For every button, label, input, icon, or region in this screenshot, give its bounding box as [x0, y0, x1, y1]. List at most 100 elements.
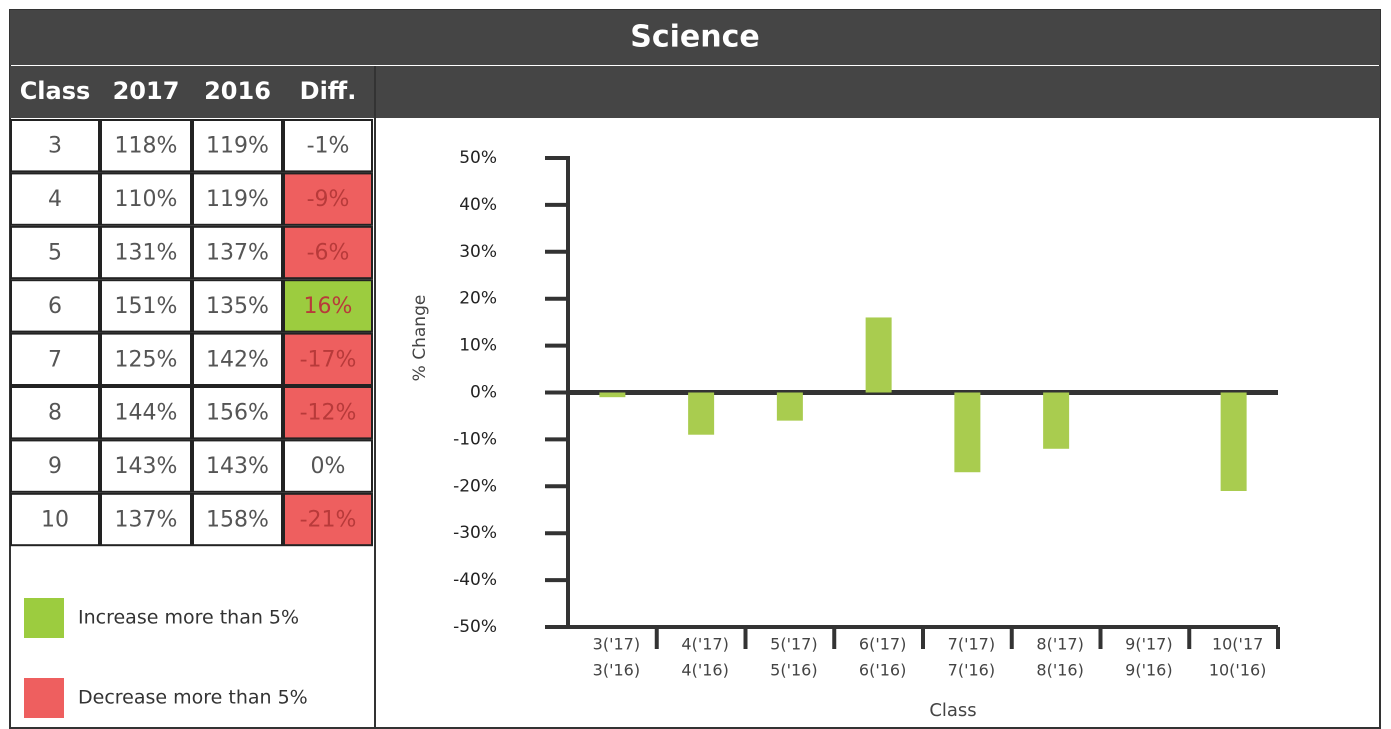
cell-text: -21% — [300, 508, 357, 533]
y-tick-label: 10% — [459, 336, 497, 356]
table-cell — [100, 119, 192, 173]
table-cell — [10, 386, 100, 440]
bar — [599, 392, 626, 398]
cell-text: 3 — [48, 134, 62, 159]
x-tick-label: 10('16) — [1209, 661, 1267, 680]
cell-text: 119% — [206, 187, 269, 212]
table-header: 2016 — [204, 77, 271, 105]
x-tick-label: 3('17) — [593, 635, 640, 654]
bar — [954, 392, 981, 473]
table-cell — [100, 225, 192, 280]
y-tick-label: 0% — [470, 383, 497, 403]
x-tick-label: 4('16) — [681, 661, 728, 680]
y-axis-label: % Change — [410, 295, 430, 382]
bar — [688, 392, 715, 435]
table-header: Class — [20, 77, 91, 105]
table-header: 2017 — [113, 77, 180, 105]
cell-text: 135% — [206, 294, 269, 319]
y-tick-label: -30% — [453, 523, 497, 543]
table-cell — [100, 492, 192, 547]
x-tick-label: 8('17) — [1036, 635, 1083, 654]
x-tick-label: 10('17 — [1212, 635, 1263, 654]
y-tick-label: 30% — [459, 242, 497, 262]
table-cell — [100, 279, 192, 333]
x-tick-label: 5('16) — [770, 661, 817, 680]
cell-text: 16% — [304, 294, 353, 319]
cell-text: 119% — [206, 134, 269, 159]
legend-swatch — [24, 598, 64, 638]
table-cell — [10, 119, 100, 173]
table-cell — [192, 492, 283, 547]
x-tick-label: 7('16) — [948, 661, 995, 680]
y-tick-label: 50% — [459, 148, 497, 168]
x-tick-label: 7('17) — [948, 635, 995, 654]
x-tick-label: 6('17) — [859, 635, 906, 654]
table-cell — [192, 386, 283, 440]
table-cell — [10, 492, 100, 547]
y-tick-label: 40% — [459, 195, 497, 215]
cell-text: -9% — [307, 187, 350, 212]
table-cell — [192, 332, 283, 387]
y-tick-label: -50% — [453, 617, 497, 637]
bar — [865, 317, 892, 393]
table-cell — [283, 225, 373, 280]
table-cell — [10, 332, 100, 387]
cell-text: 9 — [48, 454, 62, 479]
table-cell — [10, 225, 100, 280]
cell-text: 10 — [41, 508, 69, 533]
y-tick-label: -40% — [453, 570, 497, 590]
bar — [1043, 392, 1070, 449]
cell-text: 156% — [206, 401, 269, 426]
table-cell — [192, 279, 283, 333]
table-cell — [283, 386, 373, 440]
cell-text: 110% — [115, 187, 178, 212]
y-tick-label: 20% — [459, 289, 497, 309]
table-cell — [192, 439, 283, 493]
legend-swatch — [24, 678, 64, 718]
x-tick-label: 5('17) — [770, 635, 817, 654]
table-cell — [10, 172, 100, 226]
cell-text: 0% — [311, 454, 346, 479]
cell-text: 137% — [115, 508, 178, 533]
y-tick-label: -10% — [453, 429, 497, 449]
title: Science — [630, 20, 760, 55]
table-cell — [283, 439, 373, 493]
cell-text: 6 — [48, 294, 62, 319]
cell-text: 7 — [48, 347, 62, 372]
cell-text: 5 — [48, 241, 62, 266]
x-tick-label: 4('17) — [681, 635, 728, 654]
x-tick-label: 8('16) — [1036, 661, 1083, 680]
cell-text: 118% — [115, 134, 178, 159]
cell-text: -1% — [307, 134, 350, 159]
header-bar — [10, 66, 1380, 118]
table-cell — [192, 225, 283, 280]
table-cell — [283, 279, 373, 333]
bar — [1220, 392, 1247, 491]
table-cell — [100, 332, 192, 387]
cell-text: 143% — [115, 454, 178, 479]
cell-text: 158% — [206, 508, 269, 533]
cell-text: -6% — [307, 241, 350, 266]
cell-text: 143% — [206, 454, 269, 479]
x-tick-label: 6('16) — [859, 661, 906, 680]
cell-text: -17% — [300, 347, 357, 372]
cell-text: 4 — [48, 187, 62, 212]
table-cell — [100, 386, 192, 440]
x-tick-label: 3('16) — [593, 661, 640, 680]
table-cell — [283, 172, 373, 226]
cell-text: 142% — [206, 347, 269, 372]
table-cell — [100, 439, 192, 493]
cell-text: 8 — [48, 401, 62, 426]
table-cell — [192, 172, 283, 226]
x-axis-label: Class — [929, 700, 976, 721]
cell-text: -12% — [300, 401, 357, 426]
bar — [776, 392, 803, 421]
table-cell — [100, 172, 192, 226]
cell-text: 131% — [115, 241, 178, 266]
table-cell — [192, 119, 283, 173]
cell-text: 151% — [115, 294, 178, 319]
table-cell — [283, 119, 373, 173]
cell-text: 144% — [115, 401, 178, 426]
table-cell — [283, 492, 373, 547]
